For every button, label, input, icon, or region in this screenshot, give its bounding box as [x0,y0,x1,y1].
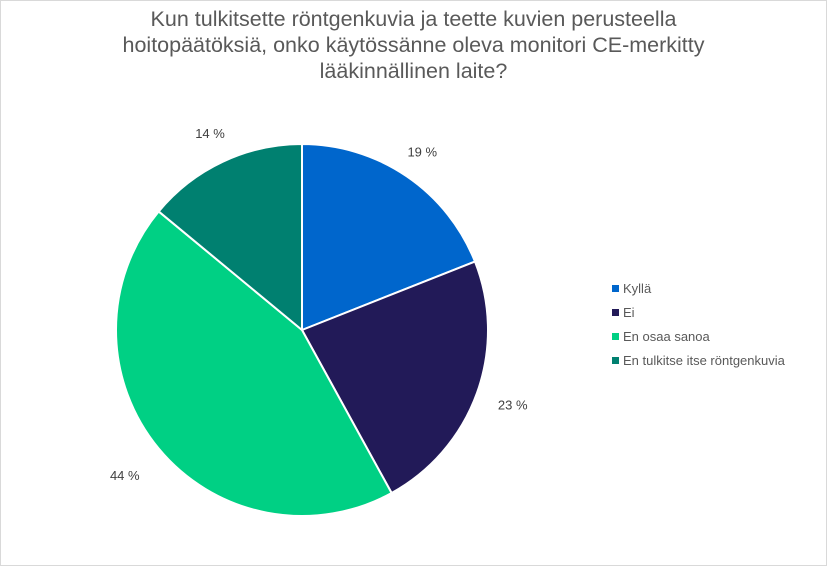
chart-title: Kun tulkitsette röntgenkuvia ja teette k… [0,6,827,84]
legend-item-kylla: Kyllä [612,280,785,296]
legend-swatch-en-tulkitse [612,356,619,364]
chart-title-line-3: lääkinnällinen laite? [319,59,508,83]
legend-item-en-osaa-sanoa: En osaa sanoa [612,328,785,344]
pie-slice-kylla [301,142,477,332]
legend-label-en-tulkitse: En tulkitse itse röntgenkuvia [623,352,785,368]
pie-slice-en-tulkitse [157,142,303,333]
data-label-en-tulkitse: 14 % [195,126,225,141]
legend-item-ei: Ei [612,304,785,320]
chart-title-line-1: Kun tulkitsette röntgenkuvia ja teette k… [150,7,677,31]
data-label-en-osaa-sanoa: 44 % [110,468,140,483]
data-label-kylla: 19 % [407,144,437,159]
legend-item-en-tulkitse: En tulkitse itse röntgenkuvia [612,352,785,368]
pie-slice-ei [300,260,489,495]
legend-swatch-en-osaa-sanoa [612,332,619,340]
legend-swatch-kylla [612,284,619,292]
data-label-ei: 23 % [498,397,528,412]
legend: Kyllä Ei En osaa sanoa En tulkitse itse … [612,280,785,378]
chart-title-line-2: hoitopäätöksiä, onko käytössänne oleva m… [122,33,705,57]
pie-slice-en-osaa-sanoa [115,210,393,517]
legend-label-kylla: Kyllä [623,280,652,296]
legend-label-ei: Ei [623,304,635,320]
legend-label-en-osaa-sanoa: En osaa sanoa [623,328,710,344]
legend-swatch-ei [612,308,619,316]
